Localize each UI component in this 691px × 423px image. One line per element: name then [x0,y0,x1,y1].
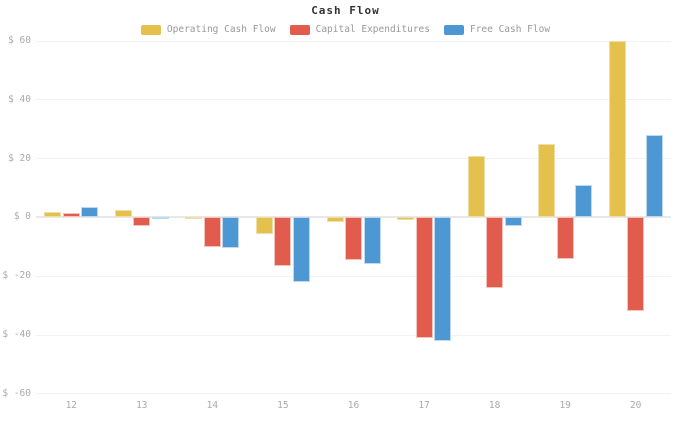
legend-label: Capital Expenditures [315,24,430,35]
bar-capital-expenditures-15 [274,217,292,266]
bar-free-cash-flow-15 [292,217,310,283]
x-axis-tick: 15 [277,400,289,411]
legend-label: Free Cash Flow [469,24,551,35]
legend-swatch [289,24,310,35]
x-axis-tick: 14 [206,400,219,411]
y-axis-tick: $ 60 [8,35,31,46]
bar-capital-expenditures-16 [345,217,362,260]
gridline [36,393,671,395]
bar-capital-expenditures-12 [62,213,80,218]
y-axis-tick: $ -60 [2,387,31,399]
bar-operating-cash-flow-20 [608,41,626,218]
bar-free-cash-flow-13 [151,217,169,220]
y-axis-tick: $ -40 [2,329,31,340]
x-axis-tick: 17 [418,400,430,411]
bar-operating-cash-flow-15 [255,217,273,234]
bar-operating-cash-flow-12 [44,211,62,218]
bar-capital-expenditures-18 [486,217,504,288]
bar-free-cash-flow-14 [222,217,240,249]
y-axis-tick: $ 20 [8,152,31,164]
bar-free-cash-flow-19 [575,185,593,218]
gridline [36,99,671,101]
bar-operating-cash-flow-17 [397,217,415,221]
x-axis-tick: 19 [559,400,571,411]
legend-swatch [140,24,161,35]
bar-operating-cash-flow-19 [538,143,556,218]
bar-free-cash-flow-16 [363,217,381,265]
bar-operating-cash-flow-16 [326,217,344,222]
y-axis-tick: $ 40 [8,93,31,105]
gridline [36,40,671,42]
x-axis-tick: 16 [347,400,360,411]
bar-capital-expenditures-14 [203,217,221,247]
bar-free-cash-flow-18 [504,217,522,227]
legend-item-capital-expenditures[interactable]: Capital Expenditures [289,24,430,35]
bar-operating-cash-flow-18 [467,155,485,218]
legend-label: Operating Cash Flow [166,24,276,35]
bar-free-cash-flow-12 [81,207,99,218]
chart-legend: Operating Cash Flow Capital Expenditures F… [0,24,691,35]
bar-operating-cash-flow-14 [185,217,203,220]
x-axis-tick: 13 [136,400,148,411]
legend-item-free-cash-flow[interactable]: Free Cash Flow [443,24,551,35]
bar-capital-expenditures-20 [627,217,645,312]
bar-capital-expenditures-17 [415,217,433,338]
y-axis-tick: $ -20 [2,270,31,282]
x-axis-tick: 18 [488,400,501,411]
bar-operating-cash-flow-13 [114,210,132,218]
gridline [36,334,671,336]
x-axis-tick: 12 [65,400,78,411]
bar-capital-expenditures-19 [556,217,574,259]
gridline [36,158,671,160]
chart-title: Cash Flow [311,4,380,17]
y-axis-tick: $ 0 [13,211,31,223]
bar-capital-expenditures-13 [133,217,151,227]
bar-free-cash-flow-17 [434,217,452,341]
x-axis-tick: 20 [629,400,642,411]
legend-swatch [443,24,464,35]
legend-item-operating-cash-flow[interactable]: Operating Cash Flow [140,24,276,35]
gridline [36,275,671,277]
bar-free-cash-flow-20 [645,135,663,218]
